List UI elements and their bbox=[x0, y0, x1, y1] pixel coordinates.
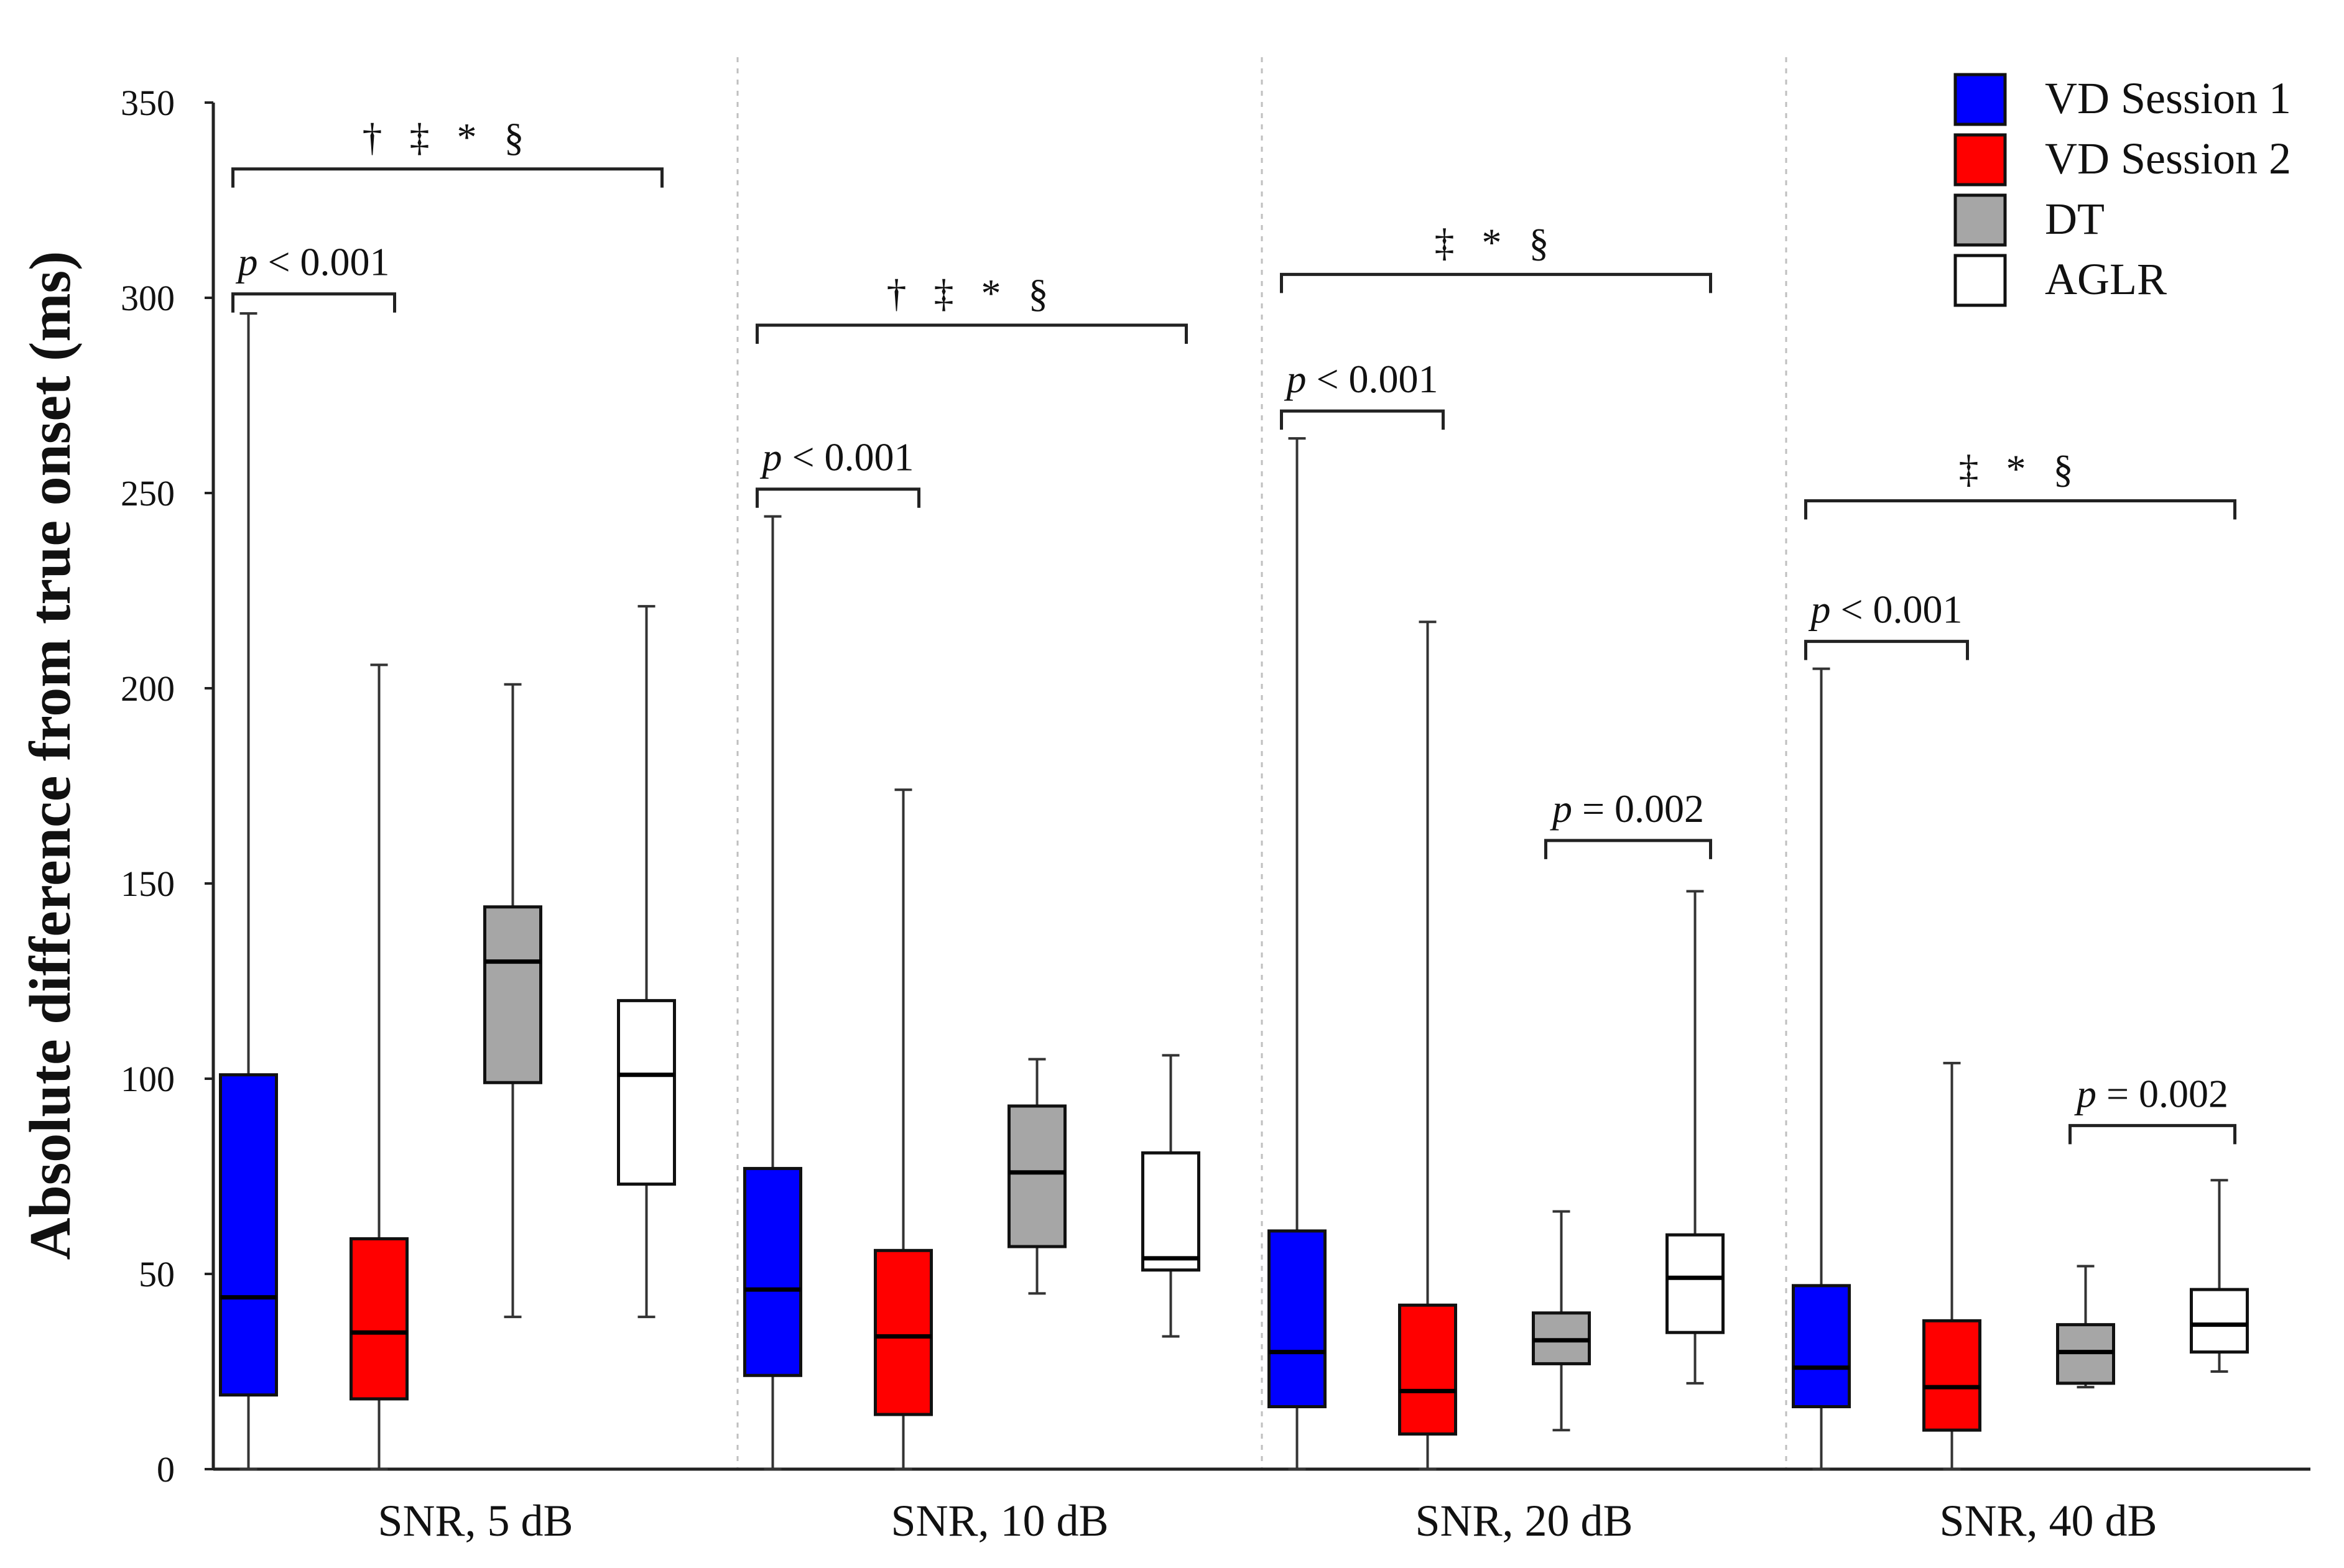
significance-bracket: p < 0.001 bbox=[1804, 588, 1969, 660]
significance-bracket: † ‡ * § bbox=[231, 115, 664, 188]
legend-swatch bbox=[1953, 254, 2007, 307]
significance-bracket: p < 0.001 bbox=[1280, 357, 1445, 430]
bracket-line bbox=[2068, 1123, 2236, 1145]
iqr-box bbox=[219, 1073, 278, 1397]
box-vd-session-2 bbox=[874, 788, 933, 1470]
iqr-box bbox=[350, 1237, 409, 1401]
significance-bracket: ‡ * § bbox=[1280, 220, 1712, 293]
y-tick-label: 150 bbox=[121, 864, 175, 904]
box-aglr bbox=[1665, 890, 1725, 1385]
bracket-line bbox=[231, 167, 664, 188]
iqr-box bbox=[1665, 1233, 1725, 1334]
y-axis: Absolute difference from true onset (ms)… bbox=[18, 83, 215, 1490]
significance-bracket: p = 0.002 bbox=[2068, 1071, 2236, 1145]
box-dt bbox=[2056, 1265, 2115, 1389]
bracket-line bbox=[1804, 499, 2236, 520]
bracket-line bbox=[231, 292, 396, 313]
significance-label: † ‡ * § bbox=[363, 115, 533, 159]
box-vd-session-1 bbox=[219, 312, 278, 1470]
x-group-label: SNR, 5 dB bbox=[378, 1496, 573, 1546]
iqr-box bbox=[1792, 1284, 1851, 1409]
x-group-label: SNR, 10 dB bbox=[891, 1496, 1108, 1546]
significance-label: † ‡ * § bbox=[887, 271, 1057, 315]
iqr-box bbox=[483, 905, 542, 1084]
y-tick-label: 250 bbox=[121, 473, 175, 514]
significance-label: ‡ * § bbox=[1959, 447, 2082, 491]
significance-label: p < 0.001 bbox=[759, 435, 914, 479]
significance-brackets: † ‡ * § p < 0.001 † ‡ * § p < 0.001 ‡ * § p <… bbox=[231, 115, 2236, 1145]
legend-swatch bbox=[1953, 193, 2007, 247]
box-vd-session-2 bbox=[1398, 620, 1457, 1470]
box-aglr bbox=[617, 605, 676, 1319]
box-vd-session-1 bbox=[1267, 437, 1327, 1470]
x-axis: SNR, 5 dB SNR, 10 dB SNR, 20 dB SNR, 40 dB bbox=[213, 1467, 2310, 1546]
significance-label: p = 0.002 bbox=[1550, 786, 1704, 831]
iqr-box bbox=[743, 1166, 802, 1377]
box-vd-session-2 bbox=[350, 663, 409, 1470]
iqr-box bbox=[617, 998, 676, 1186]
significance-label: p < 0.001 bbox=[1808, 588, 1962, 632]
y-tick-label: 0 bbox=[157, 1449, 175, 1490]
iqr-box bbox=[1922, 1319, 1981, 1432]
significance-label: p = 0.002 bbox=[2074, 1071, 2228, 1115]
box-aglr bbox=[1141, 1054, 1200, 1338]
legend-item: VD Session 1 bbox=[1953, 73, 2291, 126]
bracket-line bbox=[1280, 409, 1445, 430]
box-vd-session-1 bbox=[1792, 667, 1851, 1470]
iqr-box bbox=[1267, 1229, 1327, 1409]
y-tick-label: 100 bbox=[121, 1059, 175, 1099]
iqr-box bbox=[2190, 1288, 2249, 1354]
significance-bracket: p < 0.001 bbox=[756, 435, 920, 508]
bracket-line bbox=[1280, 272, 1712, 293]
legend-item: VD Session 2 bbox=[1953, 133, 2291, 187]
significance-label: ‡ * § bbox=[1435, 220, 1558, 264]
significance-label: p < 0.001 bbox=[1284, 357, 1438, 401]
y-tick-label: 50 bbox=[139, 1254, 175, 1294]
legend-item: DT bbox=[1953, 193, 2105, 247]
significance-bracket: ‡ * § bbox=[1804, 447, 2236, 520]
iqr-box bbox=[1008, 1104, 1067, 1248]
bracket-line bbox=[756, 323, 1188, 344]
y-tick-label: 200 bbox=[121, 668, 175, 709]
significance-bracket: p < 0.001 bbox=[231, 240, 396, 313]
legend-label: VD Session 1 bbox=[2045, 73, 2291, 123]
y-tick-label: 300 bbox=[121, 278, 175, 318]
box-dt bbox=[1008, 1058, 1067, 1295]
separators bbox=[736, 57, 1787, 1469]
x-group-label: SNR, 20 dB bbox=[1415, 1496, 1633, 1546]
significance-bracket: † ‡ * § bbox=[756, 271, 1188, 344]
boxes bbox=[219, 312, 2249, 1470]
legend-swatch bbox=[1953, 133, 2007, 187]
iqr-box bbox=[874, 1248, 933, 1416]
bracket-line bbox=[756, 487, 920, 508]
bracket-line bbox=[1804, 640, 1969, 660]
significance-bracket: p = 0.002 bbox=[1544, 786, 1712, 859]
box-vd-session-1 bbox=[743, 515, 802, 1470]
y-tick-label: 350 bbox=[121, 83, 175, 123]
legend: VD Session 1 VD Session 2 DT AGLR bbox=[1953, 73, 2291, 307]
box-vd-session-2 bbox=[1922, 1061, 1981, 1470]
iqr-box bbox=[1141, 1151, 1200, 1272]
y-axis-title: Absolute difference from true onset (ms) bbox=[18, 251, 83, 1260]
legend-label: DT bbox=[2045, 194, 2105, 244]
x-group-label: SNR, 40 dB bbox=[1939, 1496, 2157, 1546]
legend-item: AGLR bbox=[1953, 254, 2167, 307]
legend-swatch bbox=[1953, 73, 2007, 126]
box-dt bbox=[1532, 1210, 1591, 1432]
significance-label: p < 0.001 bbox=[235, 240, 389, 284]
iqr-box bbox=[1398, 1303, 1457, 1436]
legend-label: AGLR bbox=[2045, 254, 2167, 304]
bracket-line bbox=[1544, 839, 1712, 859]
box-aglr bbox=[2190, 1179, 2249, 1373]
legend-label: VD Session 2 bbox=[2045, 134, 2291, 183]
box-dt bbox=[483, 683, 542, 1319]
